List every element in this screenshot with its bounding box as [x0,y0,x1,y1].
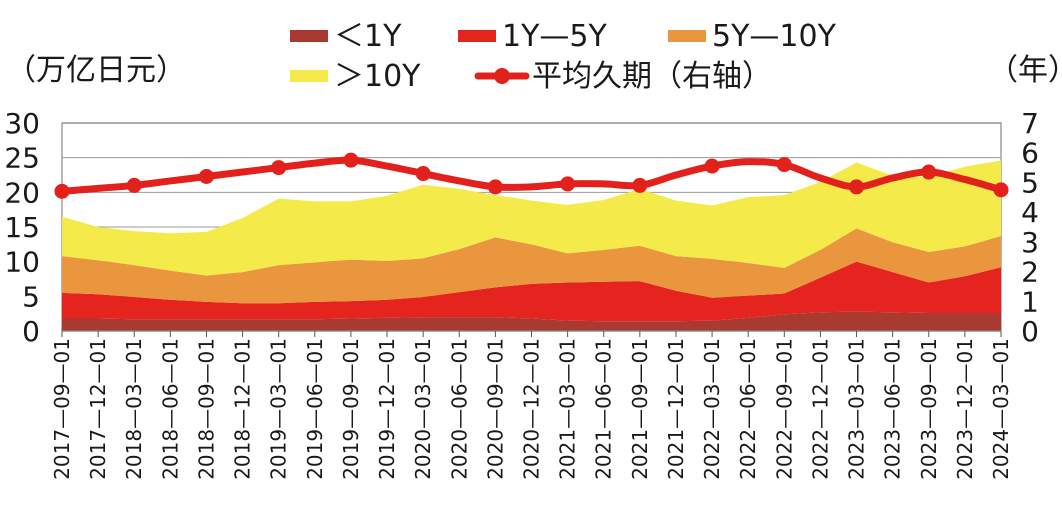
legend-label-duration: 平均久期（右轴） [532,59,772,94]
x-tick-label: 2020—03—01 [411,338,435,480]
x-tick-label: 2022—06—01 [736,338,760,480]
duration-marker [993,182,1009,198]
x-tick-label: 2021—03—01 [556,338,580,480]
y-tick-label: 10 [4,246,40,279]
y-tick-label: 30 [4,107,40,140]
x-tick-label: 2024—03—01 [989,338,1013,480]
x-tick-label: 2023—03—01 [845,338,869,480]
x-tick-label: 2019—03—01 [267,338,291,480]
x-tick-label: 2018—09—01 [194,338,218,480]
x-tick-label: 2021—12—01 [664,338,688,480]
legend-label-lt1y: ＜1Y [334,19,402,54]
duration-line [58,156,1005,195]
x-tick-label: 2018—06—01 [158,338,182,480]
duration-marker [776,157,792,173]
y-tick-label: 5 [22,280,40,313]
y2-tick-label: 2 [1021,256,1039,289]
y-tick-label: 20 [4,176,40,209]
legend-label-5y-10y: 5Y—10Y [712,19,837,54]
x-tick-label: 2017—12—01 [86,338,110,480]
x-axis-ticks: 2017—09—01 2017—12—01 2018—03—01 2018—06—01… [50,331,1013,480]
x-tick-label: 2022—03—01 [700,338,724,480]
legend-swatch-gt10y [290,70,328,82]
x-tick-label: 2020—12—01 [520,338,544,480]
duration-marker [343,152,359,168]
duration-marker [487,179,503,195]
left-axis-unit-label: （万亿日元） [6,53,186,88]
x-tick-label: 2021—09—01 [628,338,652,480]
x-tick-label: 2019—09—01 [339,338,363,480]
duration-marker [415,166,431,182]
y2-tick-label: 1 [1021,285,1039,318]
duration-marker [54,183,70,199]
legend-label-1y-5y: 1Y—5Y [502,19,607,54]
x-tick-label: 2017—09—01 [50,338,74,480]
duration-marker [126,177,142,193]
duration-marker [921,164,937,180]
y2-tick-label: 7 [1021,107,1039,140]
x-tick-label: 2018—03—01 [122,338,146,480]
right-axis-unit-label: （年） [988,53,1062,88]
x-tick-label: 2019—06—01 [303,338,327,480]
duration-marker [849,179,865,195]
x-tick-label: 2019—12—01 [375,338,399,480]
x-tick-label: 2022—12—01 [808,338,832,480]
legend-swatch-5y-10y [668,30,706,42]
y-tick-label: 15 [4,211,40,244]
duration-marker [704,158,720,174]
x-tick-label: 2023—12—01 [953,338,977,480]
y-tick-label: 0 [22,315,40,348]
legend-label-gt10y: ＞10Y [334,59,421,94]
duration-marker [198,168,214,184]
x-tick-label: 2023—09—01 [917,338,941,480]
x-tick-label: 2018—12—01 [231,338,255,480]
y2-tick-label: 4 [1021,196,1039,229]
duration-marker [632,177,648,193]
x-tick-label: 2022—09—01 [772,338,796,480]
y2-tick-label: 6 [1021,137,1039,170]
y-tick-label: 25 [4,142,40,175]
area-series-3 [62,160,1001,276]
x-tick-label: 2020—06—01 [447,338,471,480]
x-tick-label: 2020—09—01 [483,338,507,480]
x-tick-label: 2023—06—01 [881,338,905,480]
legend-swatch-duration-marker [494,68,510,84]
legend-swatch-lt1y [290,30,328,42]
y2-tick-label: 3 [1021,226,1039,259]
area-series-2 [62,228,1001,304]
duration-marker [560,176,576,192]
y2-tick-label: 0 [1021,315,1039,348]
legend: ＜1Y 1Y—5Y 5Y—10Y ＞10Y 平均久期（右轴） [290,19,837,94]
legend-swatch-1y-5y [458,30,496,42]
area-series-0 [62,311,1001,331]
y2-tick-label: 5 [1021,166,1039,199]
duration-marker [271,160,287,176]
x-tick-label: 2021—06—01 [592,338,616,480]
area-series-1 [62,261,1001,322]
plot-area [54,122,1009,332]
